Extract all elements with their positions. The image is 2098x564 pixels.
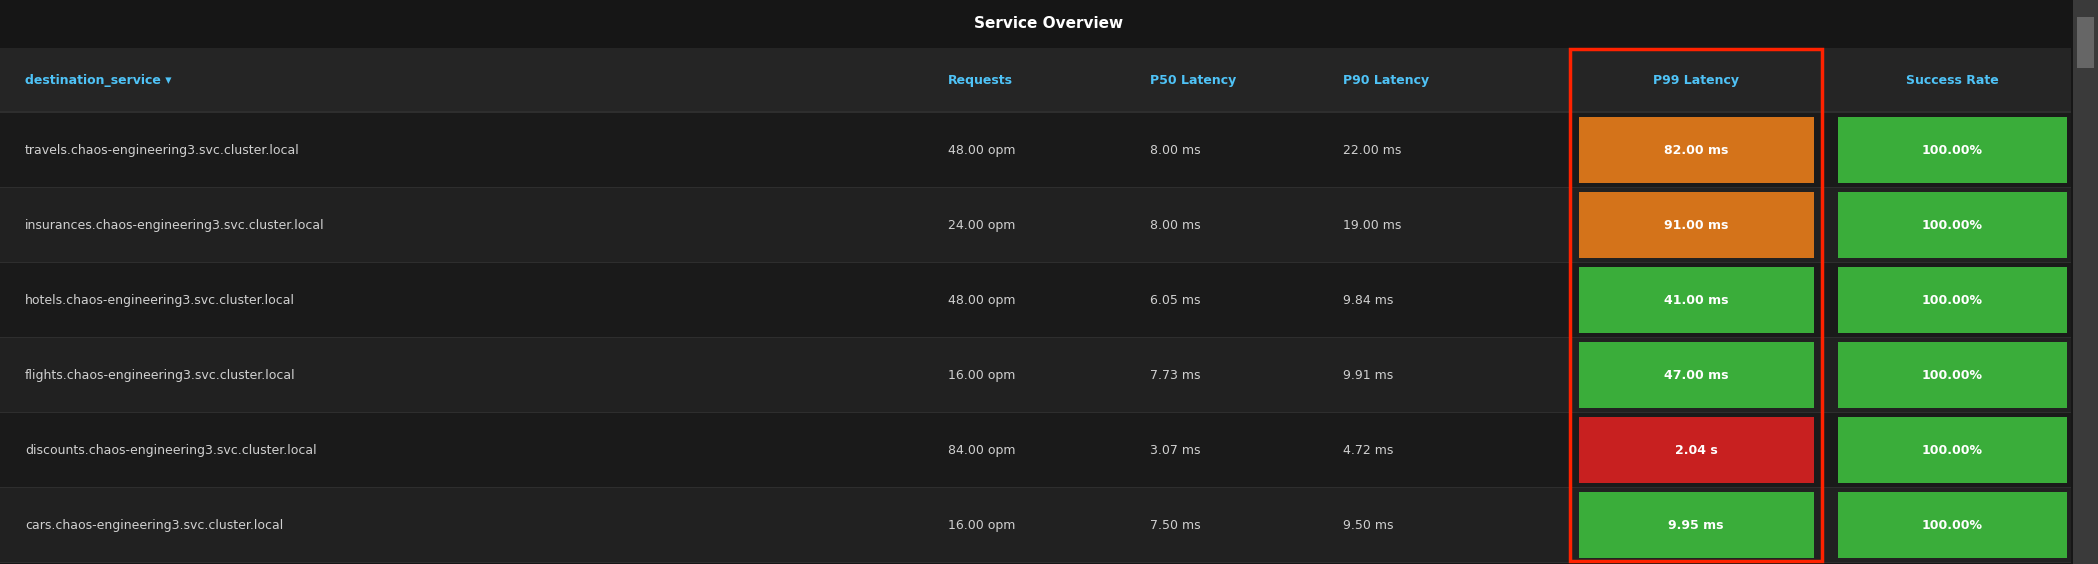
Text: 16.00 opm: 16.00 opm — [948, 519, 1015, 532]
Text: 9.95 ms: 9.95 ms — [1668, 519, 1725, 532]
Text: 3.07 ms: 3.07 ms — [1150, 444, 1200, 457]
Bar — [0, 187, 2071, 188]
Bar — [1578, 192, 1813, 258]
Text: P90 Latency: P90 Latency — [1343, 74, 1429, 87]
Text: 41.00 ms: 41.00 ms — [1664, 294, 1729, 307]
Bar — [1578, 117, 1813, 183]
Text: 100.00%: 100.00% — [1922, 294, 1983, 307]
Text: 100.00%: 100.00% — [1922, 369, 1983, 382]
Text: 47.00 ms: 47.00 ms — [1664, 369, 1729, 382]
Bar — [1838, 342, 2067, 408]
Text: 16.00 opm: 16.00 opm — [948, 369, 1015, 382]
Text: 91.00 ms: 91.00 ms — [1664, 219, 1729, 232]
Text: 4.72 ms: 4.72 ms — [1343, 444, 1393, 457]
Text: 100.00%: 100.00% — [1922, 444, 1983, 457]
Text: 2.04 s: 2.04 s — [1674, 444, 1718, 457]
Text: 9.91 ms: 9.91 ms — [1343, 369, 1393, 382]
Bar — [1578, 267, 1813, 333]
Bar — [0, 48, 2071, 113]
Text: 84.00 opm: 84.00 opm — [948, 444, 1015, 457]
Text: 82.00 ms: 82.00 ms — [1664, 144, 1729, 157]
Text: destination_service ▾: destination_service ▾ — [25, 74, 172, 87]
Text: 6.05 ms: 6.05 ms — [1150, 294, 1200, 307]
Text: P50 Latency: P50 Latency — [1150, 74, 1236, 87]
Text: Requests: Requests — [948, 74, 1013, 87]
Text: 7.50 ms: 7.50 ms — [1150, 519, 1200, 532]
Bar — [1578, 492, 1813, 558]
Bar — [0, 337, 2071, 338]
Bar — [0, 113, 2071, 188]
Bar — [1838, 492, 2067, 558]
Text: hotels.chaos-engineering3.svc.cluster.local: hotels.chaos-engineering3.svc.cluster.lo… — [25, 294, 296, 307]
Text: 9.50 ms: 9.50 ms — [1343, 519, 1393, 532]
Bar — [2073, 0, 2098, 564]
Bar — [0, 0, 2071, 48]
Text: 8.00 ms: 8.00 ms — [1150, 144, 1200, 157]
Text: Service Overview: Service Overview — [973, 16, 1125, 32]
Bar — [0, 487, 2071, 488]
Bar — [0, 111, 2071, 113]
Text: flights.chaos-engineering3.svc.cluster.local: flights.chaos-engineering3.svc.cluster.l… — [25, 369, 296, 382]
Text: 48.00 opm: 48.00 opm — [948, 294, 1015, 307]
Text: 7.73 ms: 7.73 ms — [1150, 369, 1200, 382]
Text: cars.chaos-engineering3.svc.cluster.local: cars.chaos-engineering3.svc.cluster.loca… — [25, 519, 283, 532]
Bar — [1838, 192, 2067, 258]
Text: 9.84 ms: 9.84 ms — [1343, 294, 1393, 307]
Bar — [1838, 417, 2067, 483]
Bar — [0, 262, 2071, 263]
Bar — [0, 338, 2071, 413]
Text: 48.00 opm: 48.00 opm — [948, 144, 1015, 157]
Bar — [1578, 342, 1813, 408]
Bar — [0, 562, 2071, 563]
Bar — [0, 188, 2071, 263]
Text: 8.00 ms: 8.00 ms — [1150, 219, 1200, 232]
Text: P99 Latency: P99 Latency — [1653, 74, 1739, 87]
Bar — [2077, 17, 2094, 68]
Bar — [0, 488, 2071, 563]
Bar — [1838, 267, 2067, 333]
Text: 24.00 opm: 24.00 opm — [948, 219, 1015, 232]
Text: insurances.chaos-engineering3.svc.cluster.local: insurances.chaos-engineering3.svc.cluste… — [25, 219, 325, 232]
Bar — [1838, 117, 2067, 183]
Bar — [0, 263, 2071, 338]
Bar — [1569, 49, 1821, 561]
Bar — [1578, 417, 1813, 483]
Text: 22.00 ms: 22.00 ms — [1343, 144, 1401, 157]
Text: 100.00%: 100.00% — [1922, 519, 1983, 532]
Text: discounts.chaos-engineering3.svc.cluster.local: discounts.chaos-engineering3.svc.cluster… — [25, 444, 317, 457]
Text: 100.00%: 100.00% — [1922, 219, 1983, 232]
Bar — [0, 413, 2071, 488]
Bar — [0, 412, 2071, 413]
Text: 19.00 ms: 19.00 ms — [1343, 219, 1401, 232]
Text: 100.00%: 100.00% — [1922, 144, 1983, 157]
Text: Success Rate: Success Rate — [1905, 74, 1999, 87]
Text: travels.chaos-engineering3.svc.cluster.local: travels.chaos-engineering3.svc.cluster.l… — [25, 144, 300, 157]
